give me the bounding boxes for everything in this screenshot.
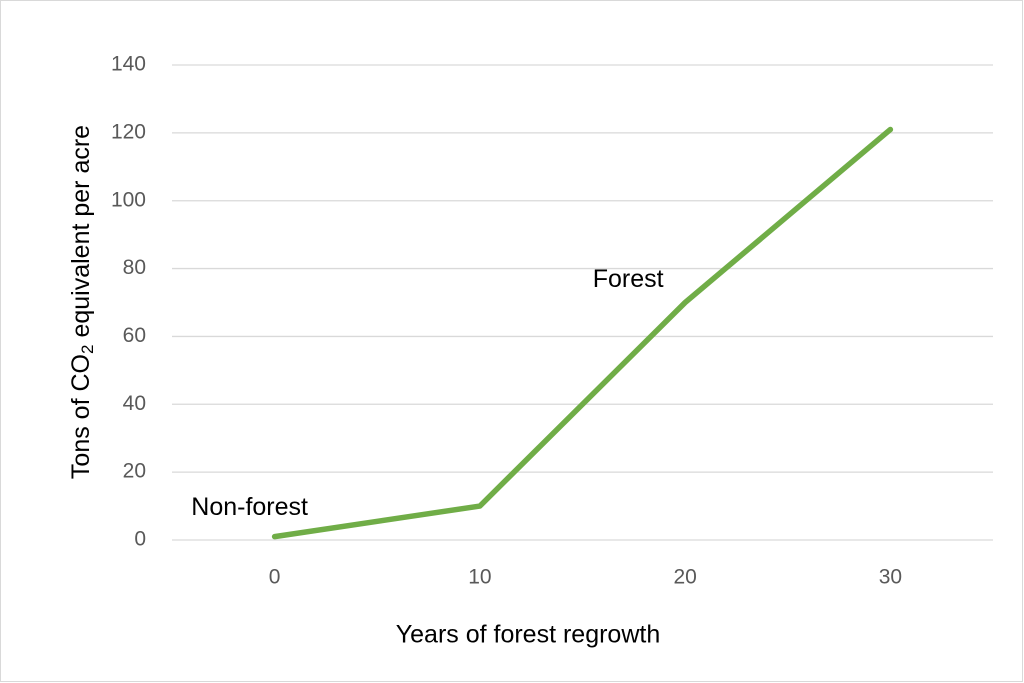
x-tick-label: 30 bbox=[879, 566, 902, 589]
y-tick-label: 0 bbox=[134, 528, 146, 551]
y-title-subscript: 2 bbox=[78, 345, 97, 354]
x-tick-label: 10 bbox=[468, 566, 491, 589]
x-axis-title: Years of forest regrowth bbox=[396, 621, 661, 649]
x-tick-label: 0 bbox=[269, 566, 281, 589]
y-title-main: Tons of CO bbox=[67, 354, 95, 479]
annotation: Forest bbox=[593, 265, 664, 293]
y-tick-label: 20 bbox=[123, 460, 146, 483]
y-tick-label: 40 bbox=[123, 392, 146, 415]
annotation: Non-forest bbox=[191, 493, 308, 521]
y-axis-title: Tons of CO2 equivalent per acre bbox=[67, 125, 98, 479]
y-tick-label: 140 bbox=[111, 53, 146, 76]
data-line bbox=[271, 126, 894, 540]
y-tick-label: 120 bbox=[111, 120, 146, 143]
y-title-rest: equivalent per acre bbox=[67, 125, 95, 338]
x-tick-label: 20 bbox=[673, 566, 696, 589]
y-tick-label: 100 bbox=[111, 188, 146, 211]
y-tick-label: 60 bbox=[123, 324, 146, 347]
y-tick-label: 80 bbox=[123, 256, 146, 279]
